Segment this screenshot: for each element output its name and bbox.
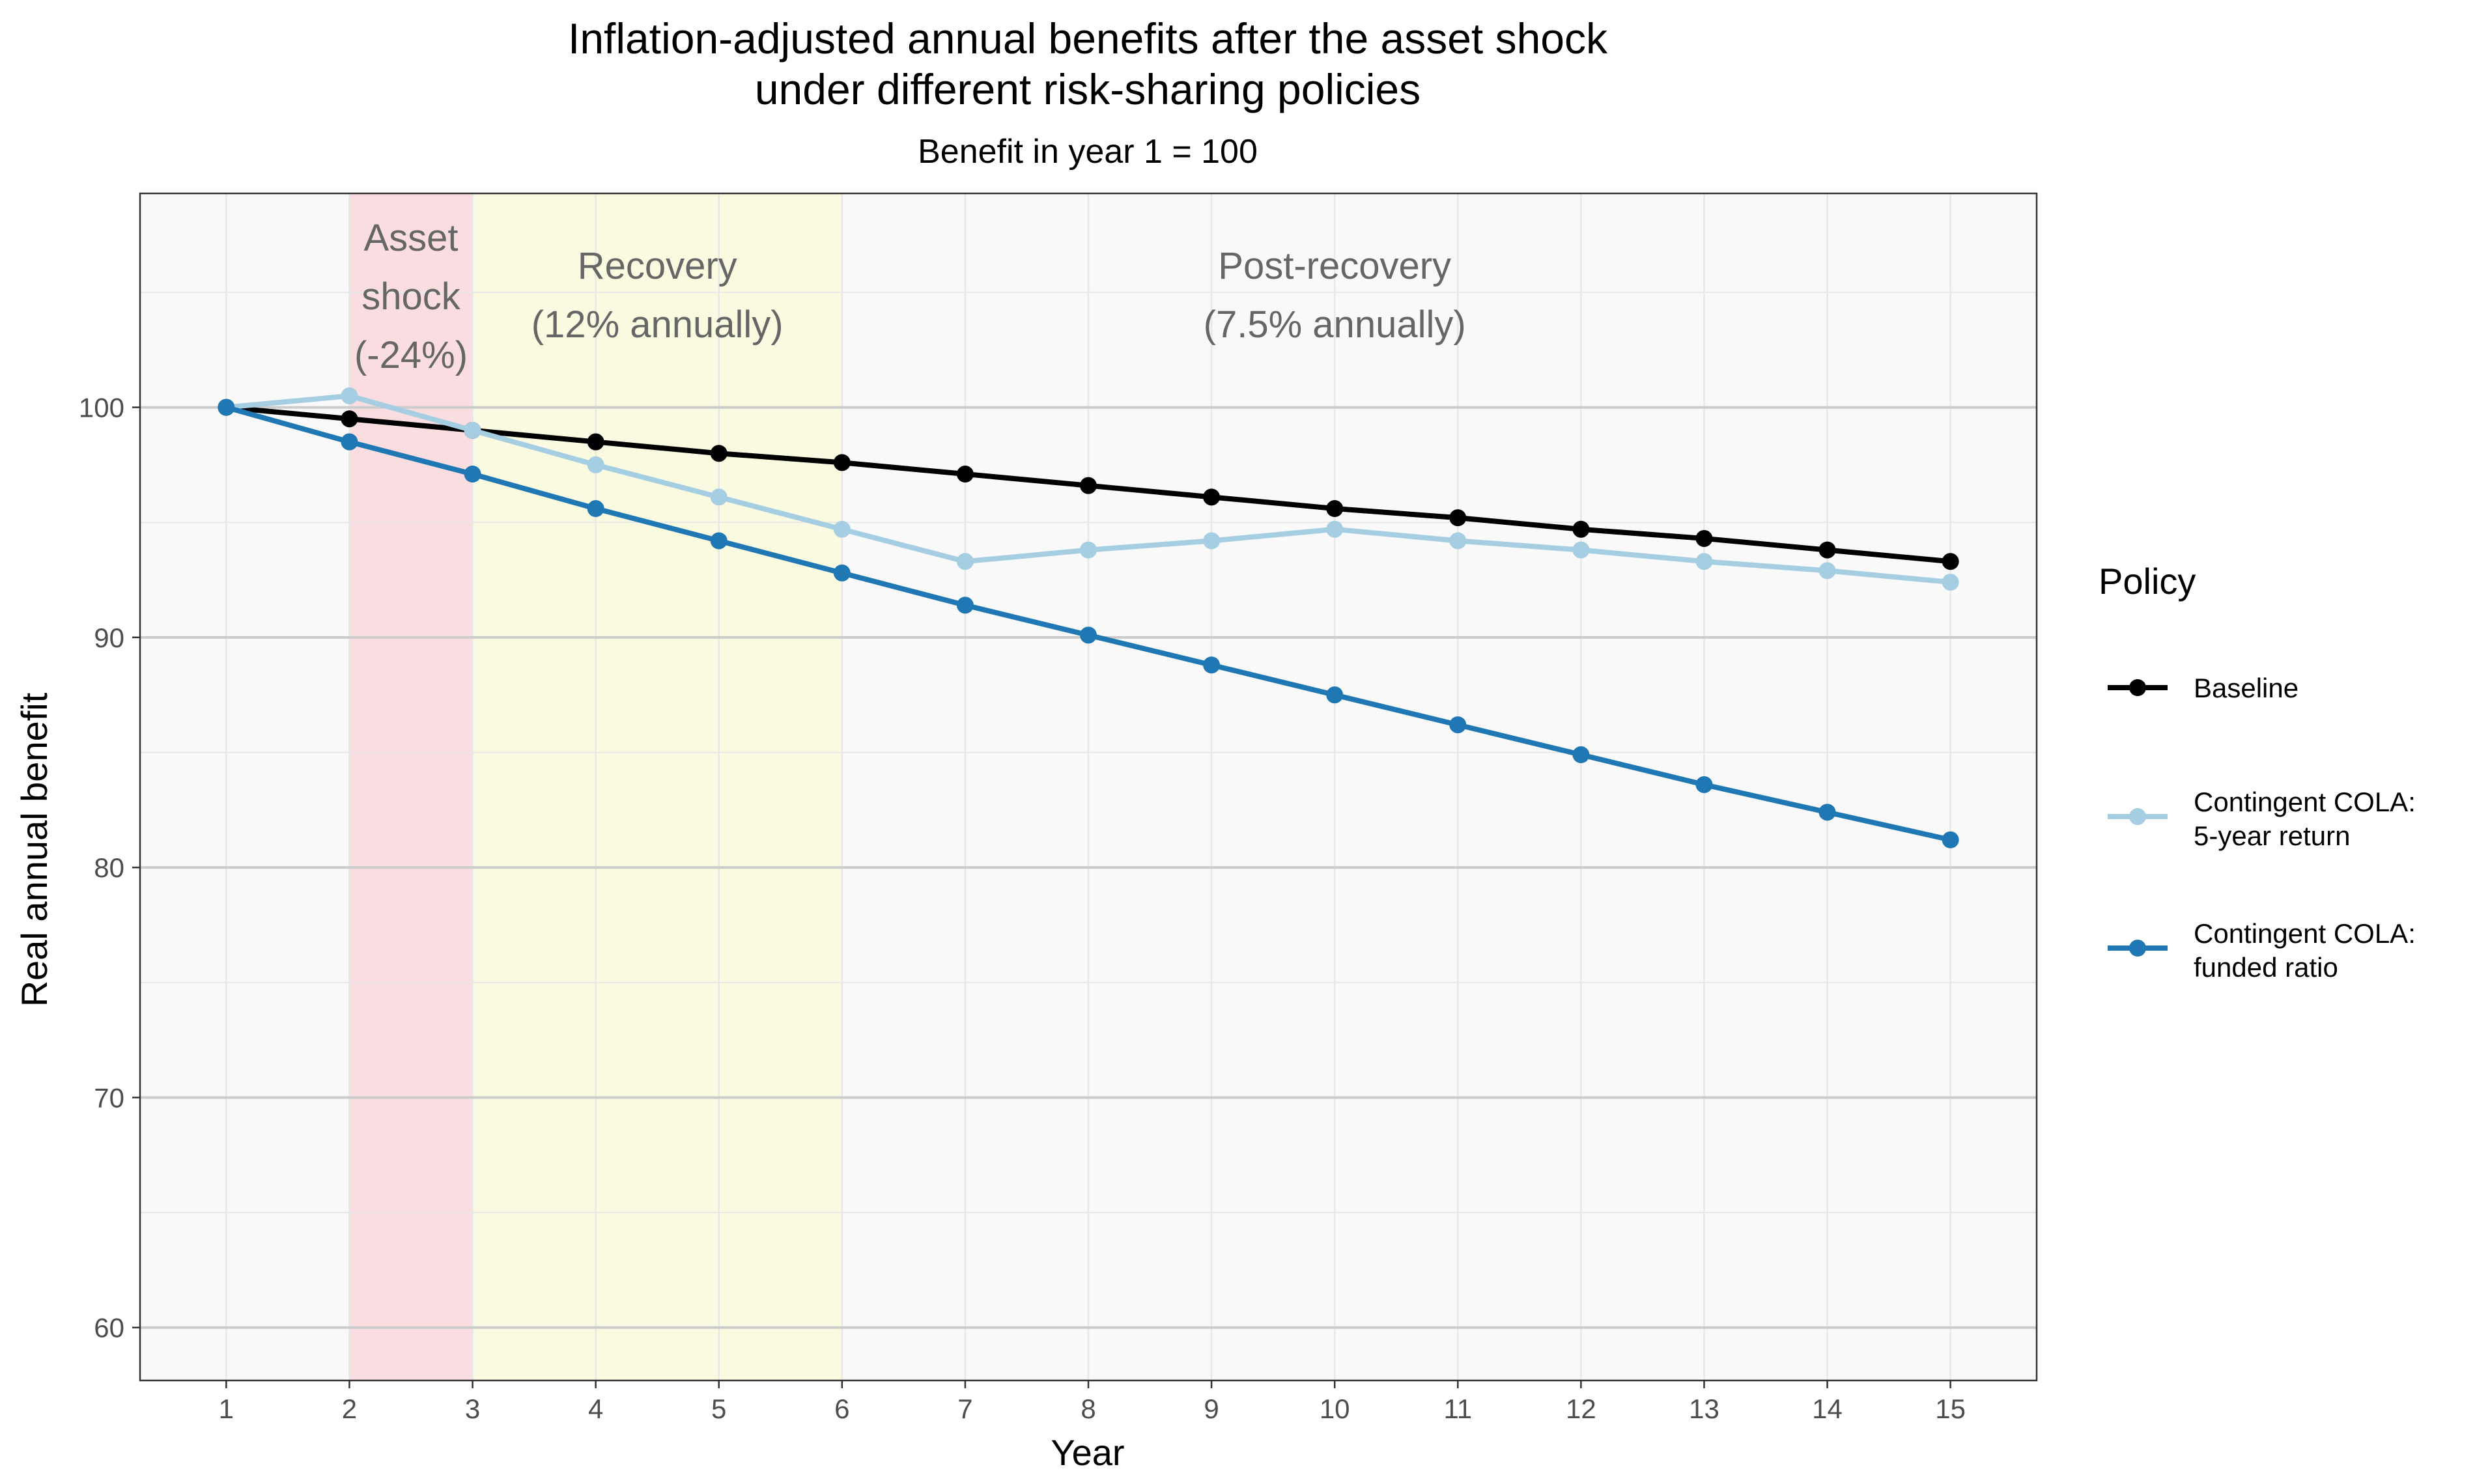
- region-1-label: shock: [361, 275, 461, 318]
- region-1-band: [349, 193, 473, 1380]
- series-3-point: [1572, 746, 1590, 764]
- series-1-point: [1572, 520, 1590, 538]
- series-1-point: [1449, 509, 1467, 527]
- y-tick-label: 70: [94, 1082, 124, 1113]
- y-axis-title: Real annual benefit: [14, 692, 55, 1007]
- series-2-point: [956, 553, 974, 570]
- series-2-point: [1080, 541, 1097, 559]
- series-2-point: [341, 387, 358, 404]
- series-1-point: [1818, 541, 1836, 559]
- x-tick-label: 8: [1081, 1393, 1096, 1424]
- series-2-point: [833, 520, 851, 538]
- series-3-point: [1080, 626, 1097, 644]
- region-2-label: Recovery: [578, 245, 737, 287]
- legend-key-point: [2129, 808, 2146, 825]
- x-tick-label: 3: [465, 1393, 480, 1424]
- legend-label: Contingent COLA:: [2194, 918, 2416, 949]
- series-1-point: [1695, 529, 1713, 547]
- legend-title: Policy: [2099, 561, 2196, 602]
- y-tick-label: 90: [94, 623, 124, 653]
- series-3-point: [1942, 831, 1959, 848]
- series-2-point: [1572, 541, 1590, 559]
- legend-label: Baseline: [2194, 673, 2298, 703]
- region-3-label: (7.5% annually): [1204, 303, 1466, 346]
- series-2-point: [1942, 574, 1959, 591]
- x-tick-label: 7: [957, 1393, 972, 1424]
- x-tick-label: 14: [1812, 1393, 1843, 1424]
- x-tick-label: 13: [1689, 1393, 1719, 1424]
- series-1-point: [1326, 500, 1344, 518]
- y-tick-label: 80: [94, 852, 124, 883]
- x-tick-label: 9: [1204, 1393, 1219, 1424]
- legend-key-point: [2129, 679, 2146, 696]
- series-3-point: [1203, 656, 1221, 674]
- legend-key-point: [2129, 940, 2146, 957]
- x-tick-label: 10: [1320, 1393, 1350, 1424]
- series-1-point: [710, 445, 728, 462]
- x-tick-label: 15: [1935, 1393, 1966, 1424]
- series-2-point: [1695, 553, 1713, 570]
- x-tick-label: 4: [588, 1393, 603, 1424]
- chart-subtitle: Benefit in year 1 = 100: [918, 133, 1258, 171]
- series-3-point: [833, 564, 851, 581]
- series-1-point: [1203, 488, 1221, 506]
- x-axis-title: Year: [1051, 1432, 1124, 1473]
- series-3-point: [710, 532, 728, 550]
- x-tick-label: 12: [1566, 1393, 1596, 1424]
- series-2-point: [587, 456, 604, 473]
- x-tick-label: 2: [342, 1393, 357, 1424]
- series-3-point: [587, 500, 604, 518]
- legend-label: 5-year return: [2194, 820, 2350, 851]
- series-2-point: [1449, 532, 1467, 550]
- x-tick-label: 11: [1443, 1393, 1472, 1424]
- x-tick-label: 6: [834, 1393, 849, 1424]
- region-2-band: [472, 193, 842, 1380]
- plot-area: Asset shock (-24%) Recovery (12% annually) Po…: [79, 192, 2038, 1424]
- series-2-point: [464, 421, 481, 439]
- chart-title-line1: Inflation-adjusted annual benefits after…: [568, 14, 1608, 63]
- region-1-label: (-24%): [354, 334, 468, 376]
- series-2-point: [1818, 562, 1836, 580]
- legend-label: Contingent COLA:: [2194, 787, 2416, 817]
- series-3-point: [1818, 804, 1836, 821]
- series-1-point: [956, 466, 974, 483]
- series-3-point: [1695, 776, 1713, 793]
- series-2-point: [710, 488, 728, 506]
- region-2-label: (12% annually): [531, 303, 784, 346]
- x-tick-label: 1: [219, 1393, 234, 1424]
- series-3-point: [956, 596, 974, 614]
- region-3-label: Post-recovery: [1218, 245, 1451, 287]
- region-1-label: Asset: [363, 217, 458, 259]
- series-1-point: [587, 433, 604, 451]
- series-2-point: [1203, 532, 1221, 550]
- series-1-point: [1942, 553, 1959, 570]
- series-3-point: [218, 399, 235, 416]
- legend-label: funded ratio: [2194, 952, 2338, 983]
- series-3-point: [341, 433, 358, 451]
- series-2-point: [1326, 520, 1344, 538]
- region-3-band: [842, 193, 2037, 1380]
- series-1-point: [341, 410, 358, 428]
- series-3-point: [1326, 686, 1344, 704]
- y-tick-label: 100: [79, 393, 124, 423]
- y-tick-label: 60: [94, 1313, 124, 1343]
- series-3-point: [464, 466, 481, 483]
- series-1-point: [1080, 477, 1097, 494]
- series-3-point: [1449, 716, 1467, 734]
- series-1-point: [833, 454, 851, 471]
- x-tick-label: 5: [711, 1393, 726, 1424]
- chart-title-line2: under different risk-sharing policies: [755, 65, 1421, 113]
